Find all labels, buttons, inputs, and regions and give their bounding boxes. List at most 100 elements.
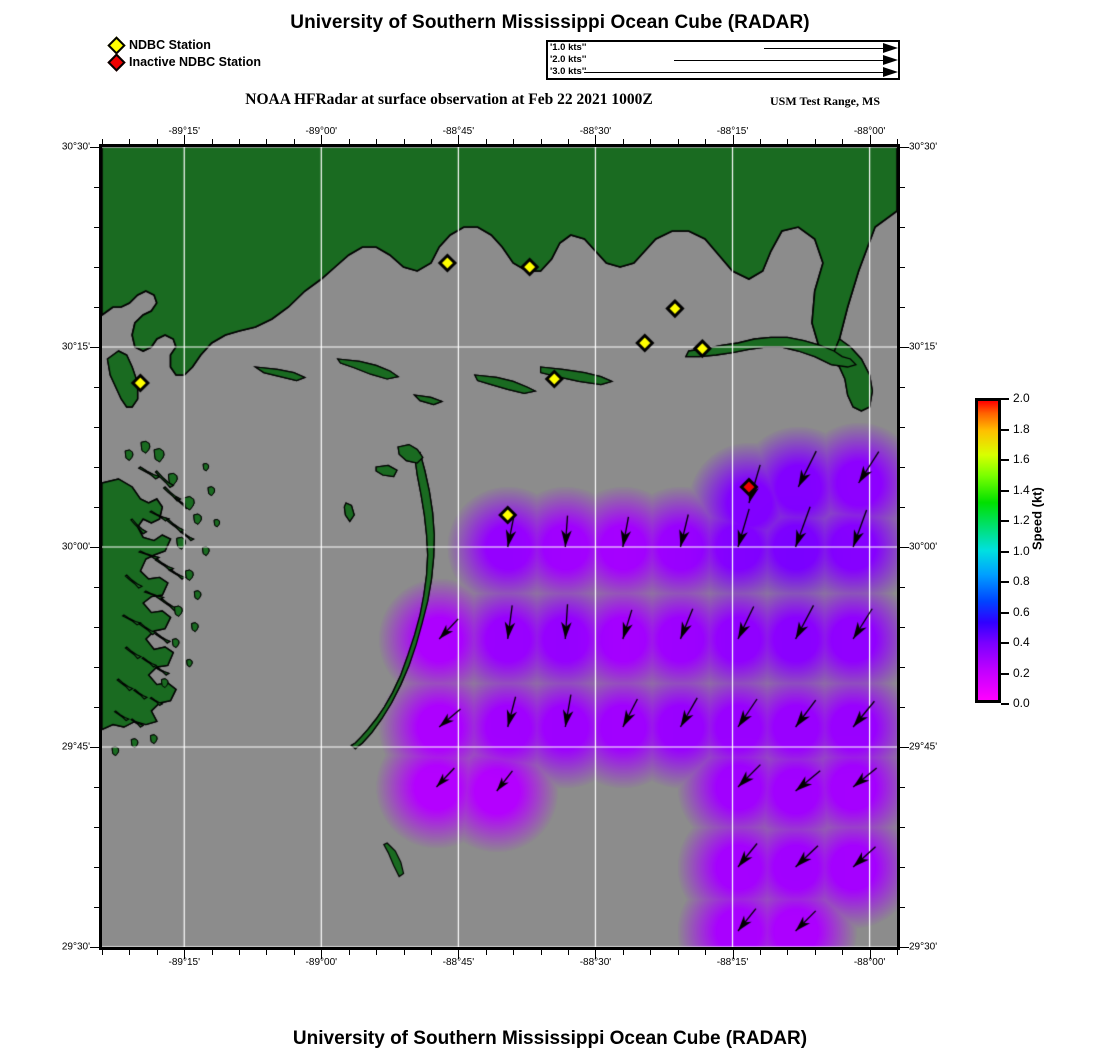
lon-label-bottom-2: -88°45' [442,957,475,968]
tick-right [900,907,905,908]
tick-bottom [156,950,158,955]
tick-left [94,627,99,628]
tick-left [90,347,99,348]
tick-right [900,307,905,308]
tick-bottom [677,950,679,955]
tick-bottom [293,950,295,955]
colorbar-tick [1001,642,1009,644]
colorbar-tick-label-0: 0.0 [1013,696,1030,710]
lon-label-bottom-3: -88°30' [579,957,612,968]
lon-label-bottom-0: -89°15' [168,957,200,968]
colorbar-tick-label-10: 2.0 [1013,391,1030,405]
tick-bottom [705,950,707,955]
scale-label-2: '2.0 kts'' [550,54,587,65]
diamond-icon [107,36,126,55]
tick-bottom [321,950,323,959]
map-canvas[interactable] [102,147,897,947]
tick-top [595,135,597,144]
tick-right [900,947,909,948]
tick-right [900,507,905,508]
tick-bottom [403,950,405,955]
tick-top [348,139,350,144]
lon-label-top-4: -88°15' [716,126,749,137]
tick-left [90,547,99,548]
tick-bottom [842,950,844,955]
tick-bottom [102,950,103,955]
tick-bottom [869,950,871,959]
tick-right [900,627,905,628]
lat-label-right-0: 30°30' [909,141,938,153]
tick-left [94,267,99,268]
tick-top [129,139,131,144]
tick-top [102,139,103,144]
lat-label-left-1: 30°15' [61,341,90,353]
colorbar-tick [1001,459,1009,461]
lon-label-bottom-1: -89°00' [305,957,338,968]
lat-label-left-2: 30°00' [61,541,90,553]
tick-right [900,587,905,588]
tick-right [900,387,905,388]
map-plot-area[interactable] [99,144,900,950]
colorbar-tick-label-8: 1.6 [1013,452,1030,466]
lat-label-right-4: 29°30' [909,941,938,953]
tick-right [900,867,905,868]
tick-top [814,139,816,144]
colorbar-tick [1001,611,1009,614]
scale-arrow-shaft [584,72,884,73]
tick-top [622,139,624,144]
tick-right [900,667,905,668]
scale-arrow-shaft [764,48,884,49]
tick-top [650,139,652,144]
tick-bottom [814,950,816,955]
tick-bottom [568,950,570,955]
tick-bottom [430,950,432,955]
colorbar-tick-label-6: 1.2 [1013,513,1030,527]
tick-left [90,147,99,148]
tick-top [430,139,432,144]
scale-row-3: '3.0 kts'' [548,66,898,78]
tick-right [900,827,905,828]
arrow-head-icon [883,43,898,53]
diamond-icon [107,53,126,72]
colorbar-tick-label-7: 1.4 [1013,482,1030,497]
tick-left [94,507,99,508]
tick-bottom [211,950,213,955]
colorbar-tick [1001,550,1009,553]
tick-left [94,787,99,788]
lat-label-right-1: 30°15' [909,341,938,353]
lat-label-right-3: 29°45' [909,741,938,753]
tick-left [94,307,99,308]
scale-arrow-shaft [674,60,884,61]
tick-left [94,867,99,868]
vector-scale-key: '1.0 kts'' '2.0 kts'' '3.0 kts'' [546,40,900,80]
chart-subtitle: NOAA HFRadar at surface observation at F… [245,91,653,108]
tick-top [376,139,378,144]
tick-right [900,347,909,348]
colorbar-tick-label-1: 0.2 [1013,665,1030,680]
legend-label-inactive-ndbc-station: Inactive NDBC Station [129,55,261,70]
legend-label-ndbc-station: NDBC Station [129,38,211,53]
colorbar-tick [1001,520,1009,522]
arrow-head-icon [883,67,898,77]
page-title: University of Southern Mississippi Ocean… [290,12,810,33]
lon-label-top-5: -88°00' [853,126,886,137]
colorbar-tick [1001,398,1009,400]
legend-item-ndbc-station: NDBC Station [107,36,261,55]
tick-right [900,467,905,468]
source-label: USM Test Range, MS [770,94,881,108]
tick-left [94,387,99,388]
tick-bottom [759,950,761,955]
tick-top [403,139,405,144]
tick-right [900,187,905,188]
tick-bottom [129,950,131,955]
tick-left [90,747,99,748]
colorbar-tick [1001,489,1009,492]
tick-right [900,707,905,708]
tick-bottom [239,950,241,955]
tick-bottom [650,950,652,955]
tick-left [94,827,99,828]
tick-right [900,227,905,228]
tick-top [568,139,570,144]
lat-label-right-2: 30°00' [909,541,938,553]
tick-top [513,139,515,144]
